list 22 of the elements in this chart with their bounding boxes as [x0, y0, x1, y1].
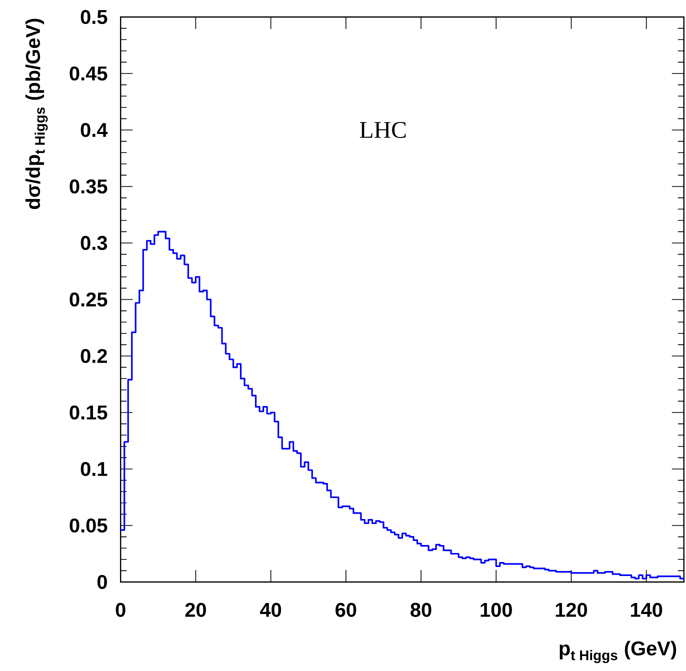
x-tick-label: 0: [116, 602, 126, 617]
y-tick-label: 0.35: [70, 179, 108, 194]
x-tick-label: 120: [556, 602, 588, 617]
y-tick-label: 0.25: [70, 292, 108, 307]
y-tick-label: 0.5: [80, 10, 108, 24]
y-tick-label: 0: [97, 574, 107, 590]
y-tick-label: 0.4: [80, 122, 108, 138]
x-tick-label: 140: [630, 602, 662, 617]
x-axis-title: $\text{p}_{\text{t Higgs}}\text{ (GeV)}$: [560, 640, 676, 664]
y-axis-title: $\text{dσ/dp}_{\text{t Higgs}}\text{ (pb/GeV)}$: [25, 18, 48, 210]
annotation: LHC: [360, 122, 406, 138]
y-tick-label: 0.15: [70, 405, 108, 420]
x-tick-label: 80: [410, 602, 432, 617]
x-tick-label: 40: [260, 602, 282, 617]
x-tick-label: 20: [185, 602, 206, 617]
y-tick-label: 0.2: [80, 348, 107, 364]
y-tick-label: 0.05: [70, 518, 108, 533]
x-tick-label: 100: [480, 602, 512, 617]
x-tick-label: 60: [336, 602, 356, 617]
y-tick-label: 0.3: [80, 236, 108, 250]
y-tick-label: 0.45: [70, 66, 108, 81]
y-tick-label: 0.1: [80, 462, 108, 476]
